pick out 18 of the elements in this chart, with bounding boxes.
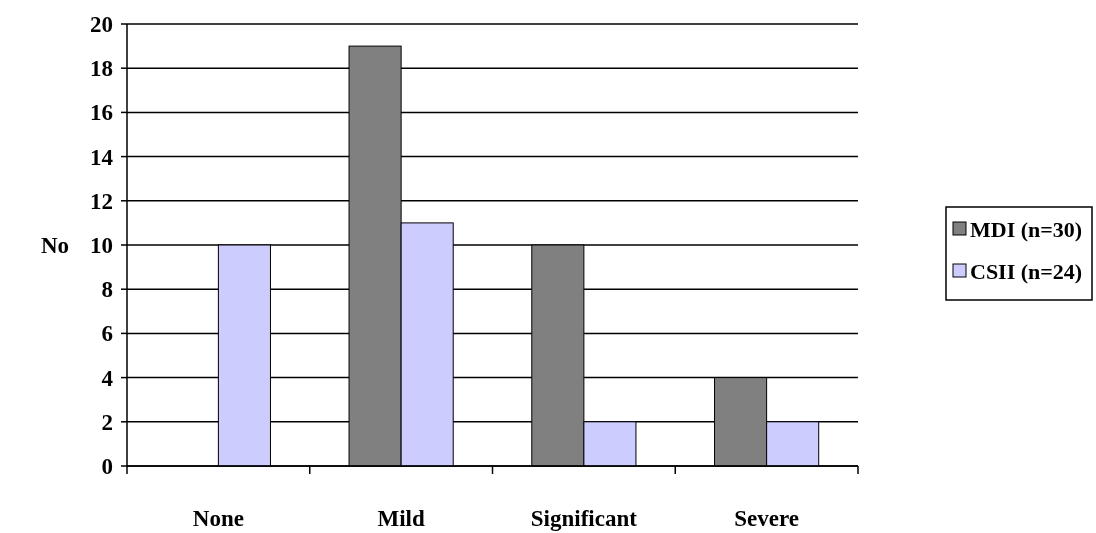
legend-label: CSII (n=24) — [970, 258, 1083, 284]
y-tick-label: 12 — [90, 188, 113, 214]
y-tick-label: 18 — [90, 56, 113, 82]
x-tick-label: None — [192, 506, 244, 531]
y-tick-label: 10 — [90, 233, 113, 259]
y-axis-title: No — [40, 233, 70, 259]
y-tick-label: 14 — [90, 144, 114, 170]
y-tick-label: 2 — [101, 409, 113, 435]
x-tick-label: Significant — [530, 506, 638, 531]
y-tick-label: 6 — [101, 321, 113, 347]
y-tick-label: 0 — [101, 454, 113, 480]
y-tick-label: 4 — [101, 365, 114, 391]
y-tick-label: 20 — [90, 12, 113, 38]
y-tick-label: 8 — [101, 277, 113, 303]
x-tick-label: Severe — [734, 506, 799, 531]
legend-label: MDI (n=30) — [970, 216, 1083, 242]
x-tick-label: Mild — [377, 506, 425, 531]
y-tick-label: 16 — [90, 100, 113, 126]
